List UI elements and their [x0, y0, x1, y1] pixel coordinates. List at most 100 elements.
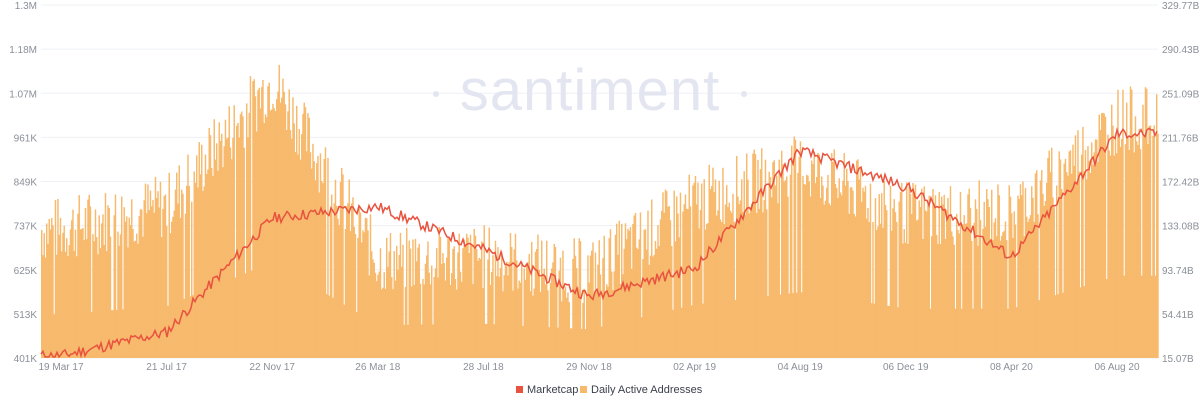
- bar: [48, 218, 50, 358]
- bar: [384, 288, 387, 358]
- bar: [927, 203, 929, 358]
- bar: [954, 308, 957, 358]
- bar: [981, 308, 983, 358]
- bar: [598, 240, 600, 358]
- bar: [419, 283, 422, 358]
- watermark-dot-left: [433, 91, 439, 97]
- bar: [1092, 164, 1094, 358]
- bar: [298, 128, 300, 358]
- bar: [762, 212, 764, 358]
- bar: [459, 271, 462, 358]
- bar: [129, 224, 132, 358]
- bar: [1017, 195, 1019, 358]
- bar: [1053, 206, 1055, 358]
- bar: [1016, 307, 1018, 358]
- bar: [51, 217, 53, 358]
- bar: [519, 282, 522, 358]
- bar: [602, 258, 604, 358]
- bar: [1156, 94, 1158, 358]
- bar: [732, 193, 734, 358]
- bar: [874, 198, 877, 358]
- bar: [327, 157, 329, 358]
- bar: [269, 110, 272, 358]
- bar: [893, 199, 895, 358]
- bar: [49, 229, 52, 358]
- bar: [361, 242, 363, 358]
- bar: [538, 269, 540, 358]
- bar: [1018, 198, 1020, 358]
- bar: [881, 193, 883, 358]
- bar: [444, 280, 447, 358]
- bar: [889, 185, 892, 358]
- bar: [752, 153, 754, 358]
- bar: [832, 161, 834, 358]
- bar: [766, 209, 768, 358]
- bar: [923, 186, 925, 358]
- bar: [318, 192, 320, 358]
- bar: [804, 184, 807, 358]
- bar: [671, 246, 673, 358]
- bar: [1066, 172, 1068, 358]
- bar: [197, 187, 199, 358]
- bar: [1084, 149, 1087, 358]
- bar: [104, 193, 107, 358]
- bar: [626, 239, 628, 358]
- bar: [994, 218, 997, 358]
- bar: [246, 103, 248, 358]
- bar: [202, 191, 204, 358]
- watermark-dot-right: [741, 91, 747, 97]
- bar: [262, 79, 264, 358]
- bar: [623, 248, 625, 358]
- bar: [117, 231, 119, 358]
- bar: [454, 279, 457, 358]
- bar: [274, 111, 277, 358]
- bar: [957, 229, 959, 358]
- bar: [414, 238, 417, 358]
- bar: [708, 164, 710, 358]
- bar: [1093, 152, 1095, 358]
- bar: [644, 229, 647, 358]
- bar: [169, 233, 172, 358]
- bar: [1081, 154, 1083, 358]
- bar: [769, 177, 772, 358]
- bar: [349, 230, 352, 358]
- bar: [563, 289, 565, 358]
- bar: [557, 327, 559, 358]
- bar: [782, 164, 784, 358]
- bar: [847, 180, 849, 358]
- bar: [681, 307, 683, 358]
- bar: [808, 181, 810, 358]
- bar: [372, 259, 374, 358]
- bar: [1002, 232, 1004, 358]
- bar: [102, 214, 104, 358]
- bar: [58, 234, 60, 358]
- bar: [153, 212, 155, 358]
- bar: [322, 183, 324, 358]
- bar: [512, 290, 514, 358]
- bar: [611, 271, 613, 358]
- bar: [794, 139, 797, 358]
- bar: [669, 220, 672, 358]
- bar: [1004, 221, 1007, 358]
- bar: [543, 268, 545, 358]
- bar: [413, 284, 415, 358]
- bar: [908, 183, 910, 358]
- bar: [374, 272, 377, 358]
- bar: [388, 251, 390, 358]
- bar: [188, 186, 190, 358]
- bar: [387, 266, 389, 358]
- right-axis-ticks: 15.07B 54.41B 93.74B 133.08B 172.42B 211.76B 2…: [1162, 1, 1200, 365]
- legend-swatch-marketcap: [516, 386, 523, 393]
- bar: [1131, 89, 1133, 358]
- bar: [698, 228, 700, 358]
- bar: [577, 287, 579, 358]
- bar: [69, 229, 72, 358]
- bar: [256, 131, 258, 358]
- bar: [507, 275, 509, 358]
- bar: [836, 188, 838, 358]
- bar: [1104, 116, 1107, 358]
- bar: [216, 143, 218, 358]
- bar: [136, 233, 138, 358]
- bar: [1007, 308, 1009, 358]
- bar: [603, 235, 605, 358]
